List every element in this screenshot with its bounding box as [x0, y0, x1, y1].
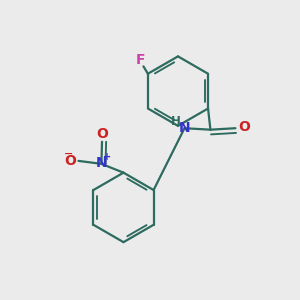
- Text: +: +: [103, 152, 111, 162]
- Text: N: N: [179, 121, 190, 135]
- Text: N: N: [96, 156, 107, 170]
- Text: O: O: [64, 154, 76, 168]
- Text: H: H: [171, 115, 181, 128]
- Text: O: O: [97, 127, 109, 140]
- Text: O: O: [238, 120, 250, 134]
- Text: F: F: [136, 53, 145, 68]
- Text: −: −: [64, 148, 74, 158]
